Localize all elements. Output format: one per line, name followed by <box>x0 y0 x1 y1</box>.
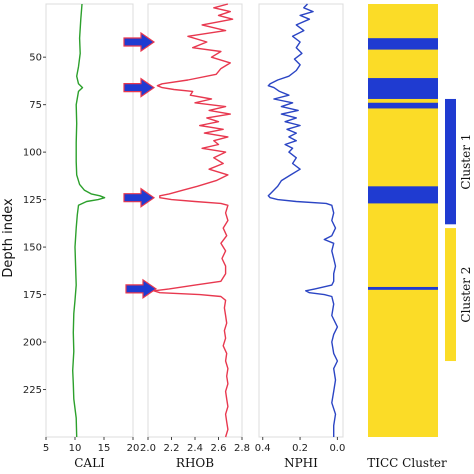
x-tick-label-nphi: 0.0 <box>329 443 345 454</box>
track-label-rhob: RHOB <box>176 456 214 470</box>
x-tick-label-cali: 10 <box>69 443 82 454</box>
y-tick-label: 200 <box>23 338 42 349</box>
marker-arrow <box>123 187 156 208</box>
x-tick-label-rhob: 2.0 <box>140 443 156 454</box>
track-label-cali: CALI <box>74 456 105 470</box>
curve-cali <box>72 3 106 438</box>
marker-arrow <box>123 77 156 98</box>
log-curves <box>72 3 339 438</box>
x-tick-label-cali: 20 <box>127 443 140 454</box>
curve-rhob <box>153 3 234 438</box>
curve-nphi <box>267 3 339 437</box>
x-tick-label-rhob: 2.4 <box>187 443 203 454</box>
ticc-cluster-band <box>368 186 438 204</box>
x-tick-label-nphi: 0.2 <box>292 443 308 454</box>
marker-arrow <box>125 278 158 300</box>
ticc-cluster-label: TICC Cluster <box>367 456 447 470</box>
track-frames <box>45 3 344 438</box>
marker-arrow <box>123 31 156 53</box>
y-tick-label: 50 <box>29 53 42 64</box>
cluster-label-1: Cluster 1 <box>459 134 473 190</box>
y-axis-label: Depth index <box>1 198 16 278</box>
x-tick-label-cali: 5 <box>43 443 49 454</box>
track-frame-cali <box>45 3 134 438</box>
cluster-bracket-2 <box>445 228 456 362</box>
cluster-brackets: Cluster 1 Cluster 2 <box>445 98 473 362</box>
ticc-cluster-band <box>368 38 438 50</box>
y-tick-label: 150 <box>23 243 42 254</box>
ticc-background <box>368 4 438 437</box>
x-tick-label-rhob: 2.2 <box>164 443 180 454</box>
cluster-bracket-1 <box>445 98 456 225</box>
ticc-cluster-band <box>368 78 438 99</box>
marker-arrows <box>123 31 158 300</box>
ticc-cluster-band <box>368 286 438 290</box>
cluster-label-2: Cluster 2 <box>459 267 473 323</box>
y-tick-label: 100 <box>23 148 42 159</box>
x-tick-label-rhob: 2.6 <box>211 443 227 454</box>
ticc-cluster-band <box>368 102 438 109</box>
y-tick-label: 125 <box>23 195 42 206</box>
axis-ticks: 50 75 100 125 150 175 200 225 5 10 15 20 CALI 2.0 2.2 2… <box>23 53 345 470</box>
track-label-nphi: NPHI <box>284 456 318 470</box>
y-tick-label: 225 <box>23 385 42 396</box>
ticc-cluster-panel <box>368 4 438 437</box>
x-tick-label-nphi: 0.4 <box>255 443 271 454</box>
y-tick-label: 175 <box>23 290 42 301</box>
x-tick-label-cali: 15 <box>98 443 111 454</box>
x-tick-label-rhob: 2.8 <box>234 443 250 454</box>
y-tick-label: 75 <box>29 100 42 111</box>
track-frame-nphi <box>258 3 344 438</box>
